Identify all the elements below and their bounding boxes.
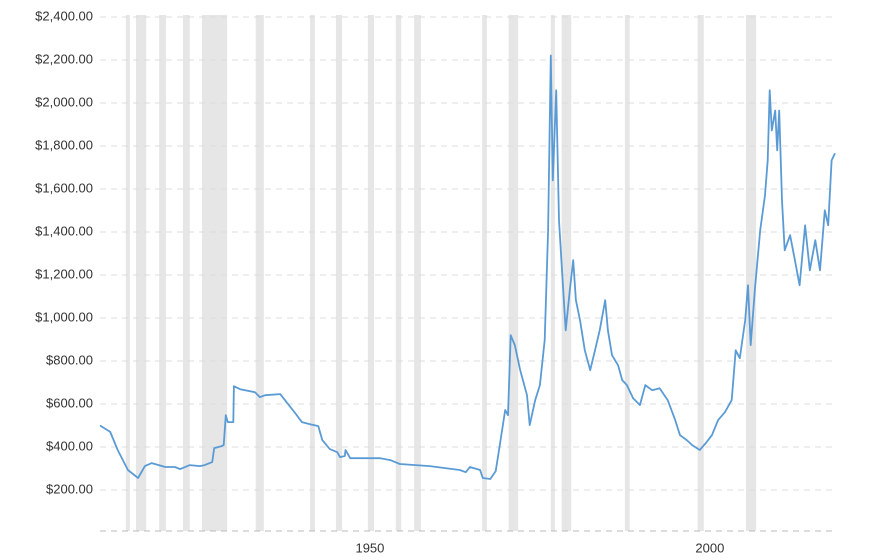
recession-band (550, 15, 555, 531)
recession-band (201, 15, 228, 531)
recession-band (136, 15, 147, 531)
recession-band (159, 15, 166, 531)
recession-band (482, 15, 487, 531)
recession-band (508, 15, 519, 531)
y-tick-label: $2,000.00 (35, 94, 93, 109)
y-tick-label: $1,600.00 (35, 180, 93, 195)
recession-band (745, 15, 757, 531)
y-tick-label: $1,200.00 (35, 266, 93, 281)
recession-band (395, 15, 402, 531)
recession-band (697, 15, 704, 531)
y-tick-label: $400.00 (46, 438, 93, 453)
y-tick-label: $200.00 (46, 481, 93, 496)
recession-band (624, 15, 630, 531)
y-tick-label: $1,400.00 (35, 223, 93, 238)
recession-band (255, 15, 264, 531)
recession-band (414, 15, 421, 531)
y-tick-label: $800.00 (46, 352, 93, 367)
recession-band (367, 15, 375, 531)
recession-band (125, 15, 130, 531)
y-tick-label: $2,400.00 (35, 8, 93, 23)
x-tick-label: 2000 (695, 540, 724, 555)
y-tick-label: $2,200.00 (35, 51, 93, 66)
y-tick-label: $1,800.00 (35, 137, 93, 152)
y-tick-label: $1,000.00 (35, 309, 93, 324)
recession-band (310, 15, 315, 531)
recession-band (561, 15, 572, 531)
recession-band (182, 15, 190, 531)
price-line (99, 54, 836, 480)
recession-band (335, 15, 343, 531)
x-tick-label: 1950 (355, 540, 384, 555)
y-tick-label: $600.00 (46, 395, 93, 410)
